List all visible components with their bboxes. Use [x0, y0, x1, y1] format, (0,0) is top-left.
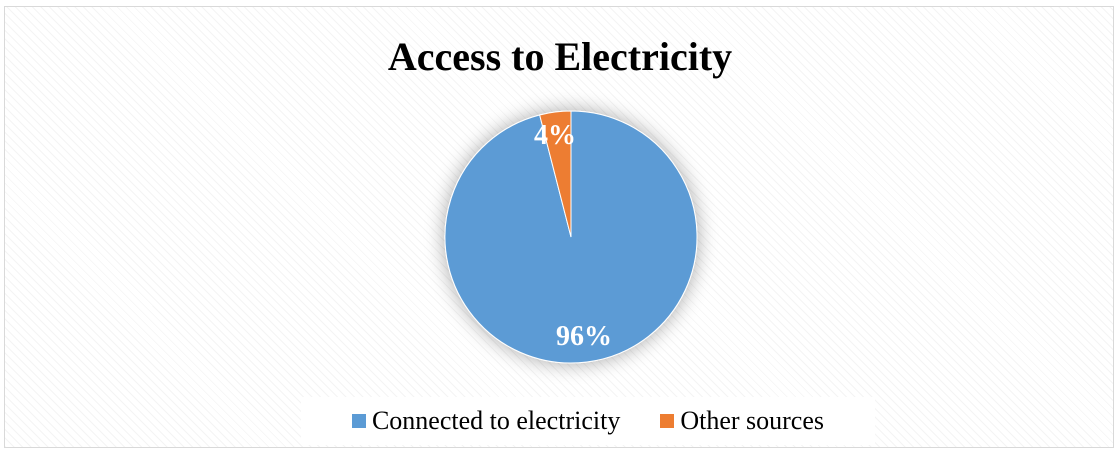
chart-area: Access to Electricity 96% 4% Connected to… — [4, 6, 1114, 448]
legend-item-other: Other sources — [660, 406, 824, 436]
label-other: 4% — [534, 120, 576, 151]
legend: Connected to electricity Other sources — [301, 397, 875, 445]
legend-label-other: Other sources — [680, 406, 825, 435]
legend-label-connected: Connected to electricity — [371, 406, 621, 435]
chart-title: Access to Electricity — [387, 34, 733, 79]
legend-swatch-other — [660, 414, 675, 428]
slice-other — [539, 110, 572, 238]
pie-chart: 96% 4% — [444, 110, 698, 364]
label-connected: 96% — [556, 321, 612, 352]
legend-item-connected: Connected to electricity — [351, 406, 621, 436]
legend-swatch-connected — [351, 414, 366, 428]
